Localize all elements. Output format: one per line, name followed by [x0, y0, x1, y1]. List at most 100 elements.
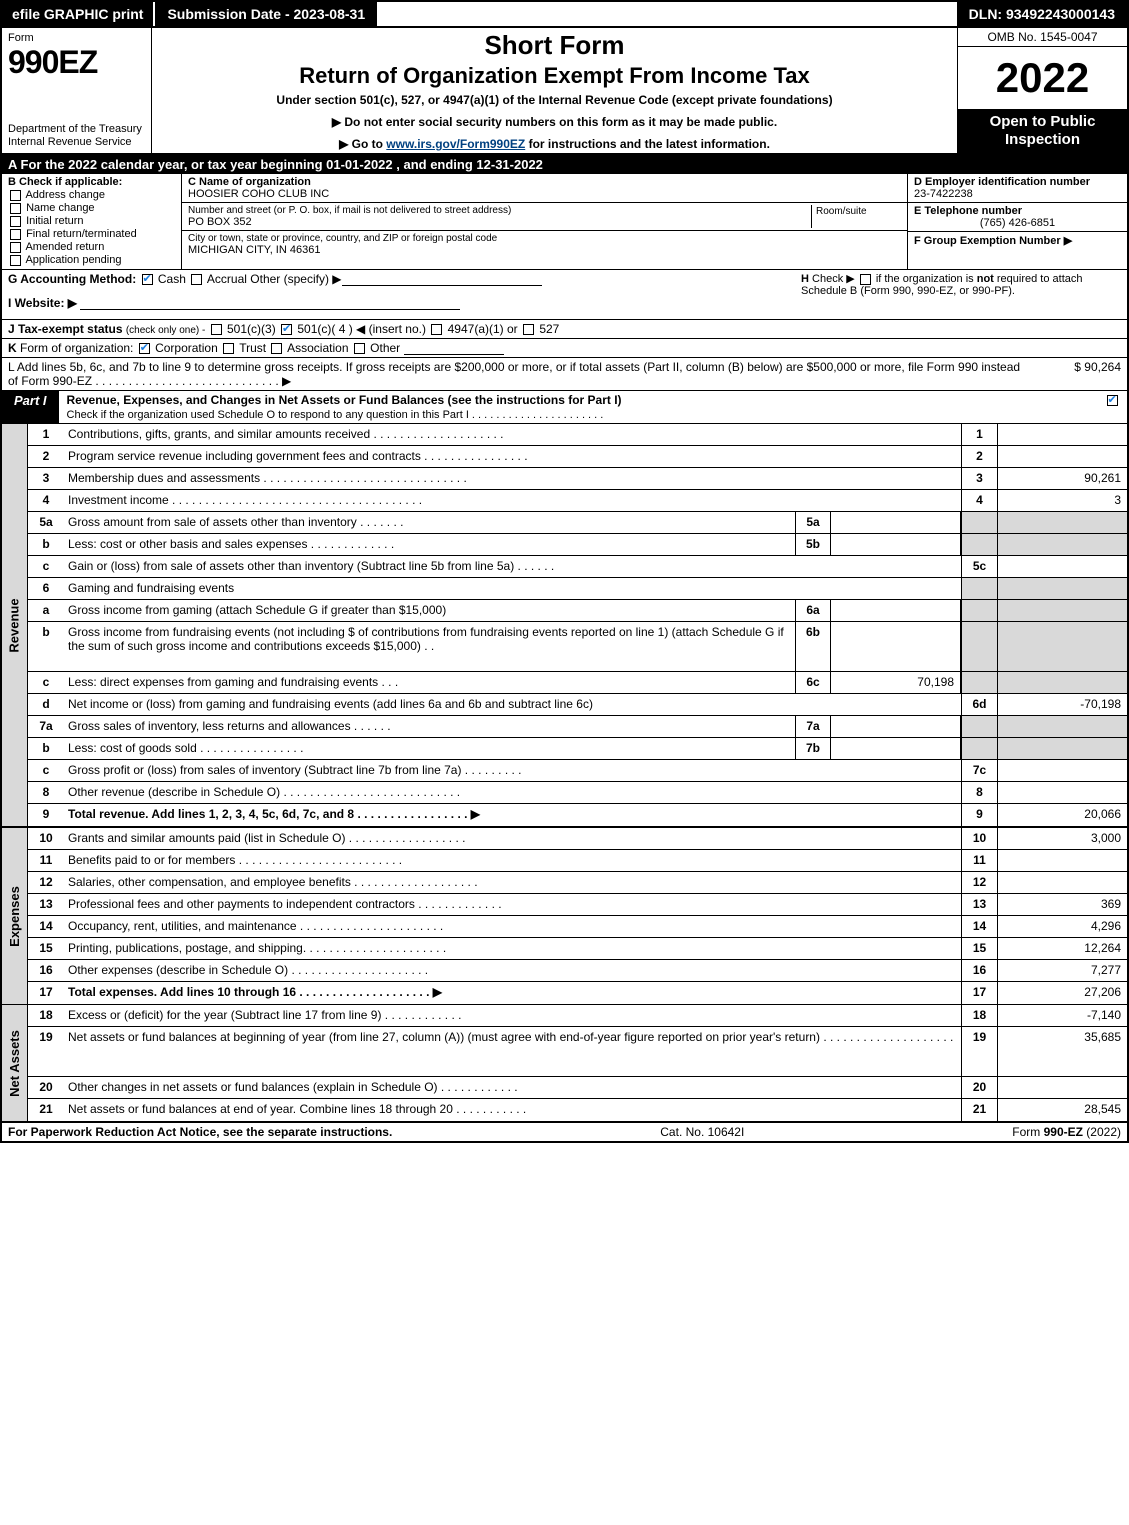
chk-amended-return[interactable]: Amended return: [8, 241, 175, 253]
chk-schedule-b[interactable]: [860, 274, 871, 285]
table-net-assets: Net Assets 18Excess or (deficit) for the…: [0, 1005, 1129, 1123]
website-line[interactable]: [80, 296, 460, 310]
column-value: [997, 872, 1127, 893]
chk-name-change[interactable]: Name change: [8, 202, 175, 214]
chk-trust[interactable]: [223, 343, 234, 354]
chk-corporation[interactable]: [139, 343, 150, 354]
line-number: 18: [28, 1005, 64, 1026]
chk-other-org[interactable]: [354, 343, 365, 354]
row-j: J Tax-exempt status (check only one) - 5…: [0, 320, 1129, 339]
table-row: 8Other revenue (describe in Schedule O) …: [28, 782, 1127, 804]
note-ssn: ▶ Do not enter social security numbers o…: [156, 115, 953, 129]
part1-schedule-o-check[interactable]: [1097, 391, 1127, 423]
line-number: 6: [28, 578, 64, 599]
table-row: 19Net assets or fund balances at beginni…: [28, 1027, 1127, 1077]
line-description: Professional fees and other payments to …: [64, 894, 961, 915]
line-description: Net assets or fund balances at end of ye…: [64, 1099, 961, 1121]
header-left: Form 990EZ Department of the Treasury In…: [2, 28, 152, 153]
column-value: [997, 512, 1127, 533]
dept-label: Department of the Treasury Internal Reve…: [8, 123, 145, 149]
line-description: Total revenue. Add lines 1, 2, 3, 4, 5c,…: [64, 804, 961, 826]
chk-4947[interactable]: [431, 324, 442, 335]
column-number: 15: [961, 938, 997, 959]
row-a-calendar-year: A For the 2022 calendar year, or tax yea…: [0, 155, 1129, 174]
opt-cash: Cash: [158, 272, 186, 286]
subline-value: 70,198: [831, 672, 961, 693]
line-description: Gross income from fundraising events (no…: [64, 622, 795, 671]
subline-value: [831, 738, 961, 759]
chk-initial-return[interactable]: Initial return: [8, 215, 175, 227]
line-description: Contributions, gifts, grants, and simila…: [64, 424, 961, 445]
submission-date: Submission Date - 2023-08-31: [155, 2, 377, 26]
subline-number: 5a: [795, 512, 831, 533]
chk-cash[interactable]: [142, 274, 153, 285]
row-k: K Form of organization: Corporation Trus…: [0, 339, 1129, 358]
subline-value: [831, 716, 961, 737]
column-number: 3: [961, 468, 997, 489]
ein-label: D Employer identification number: [914, 176, 1121, 188]
line-description: Other changes in net assets or fund bala…: [64, 1077, 961, 1098]
room-label: Room/suite: [816, 206, 867, 217]
column-number: 20: [961, 1077, 997, 1098]
column-value: [997, 556, 1127, 577]
line-number: 1: [28, 424, 64, 445]
line-number: 7a: [28, 716, 64, 737]
chk-association[interactable]: [271, 343, 282, 354]
other-org-line[interactable]: [404, 341, 504, 355]
chk-address-change[interactable]: Address change: [8, 189, 175, 201]
section-bcdef: B Check if applicable: Address change Na…: [0, 174, 1129, 270]
topbar-spacer: [377, 2, 957, 26]
column-value: 35,685: [997, 1027, 1127, 1076]
irs-link[interactable]: www.irs.gov/Form990EZ: [386, 137, 525, 151]
topbar: efile GRAPHIC print Submission Date - 20…: [0, 0, 1129, 28]
column-number: 13: [961, 894, 997, 915]
chk-accrual[interactable]: [191, 274, 202, 285]
line-description: Less: cost of goods sold . . . . . . . .…: [64, 738, 795, 759]
subline-number: 7a: [795, 716, 831, 737]
part1-header: Part I Revenue, Expenses, and Changes in…: [0, 391, 1129, 424]
column-number: 7c: [961, 760, 997, 781]
city-value: MICHIGAN CITY, IN 46361: [188, 244, 901, 256]
section-def: D Employer identification number 23-7422…: [907, 174, 1127, 269]
line-number: c: [28, 760, 64, 781]
subline-number: 6c: [795, 672, 831, 693]
line-description: Gain or (loss) from sale of assets other…: [64, 556, 961, 577]
efile-print-button[interactable]: efile GRAPHIC print: [2, 2, 155, 26]
column-value: [997, 716, 1127, 737]
section-h: H Check ▶ if the organization is not req…: [801, 272, 1121, 317]
table-row: cGain or (loss) from sale of assets othe…: [28, 556, 1127, 578]
table-row: 13Professional fees and other payments t…: [28, 894, 1127, 916]
chk-501c[interactable]: [281, 324, 292, 335]
line-description: Printing, publications, postage, and shi…: [64, 938, 961, 959]
note2-pre: ▶ Go to: [339, 137, 386, 151]
table-row: 5aGross amount from sale of assets other…: [28, 512, 1127, 534]
chk-application-pending[interactable]: Application pending: [8, 254, 175, 266]
table-row: 20Other changes in net assets or fund ba…: [28, 1077, 1127, 1099]
line-description: Other revenue (describe in Schedule O) .…: [64, 782, 961, 803]
table-row: bGross income from fundraising events (n…: [28, 622, 1127, 672]
line-description: Gaming and fundraising events: [64, 578, 961, 599]
street-label: Number and street (or P. O. box, if mail…: [188, 205, 805, 216]
other-specify-line[interactable]: [342, 272, 542, 286]
subline-number: 6b: [795, 622, 831, 671]
column-number: [961, 512, 997, 533]
chk-501c3[interactable]: [211, 324, 222, 335]
column-number: 6d: [961, 694, 997, 715]
subline-number: 7b: [795, 738, 831, 759]
line-number: d: [28, 694, 64, 715]
column-value: [997, 672, 1127, 693]
line-number: 8: [28, 782, 64, 803]
column-number: 1: [961, 424, 997, 445]
chk-527[interactable]: [523, 324, 534, 335]
form-number: 990EZ: [8, 44, 145, 81]
line-number: 12: [28, 872, 64, 893]
chk-final-return[interactable]: Final return/terminated: [8, 228, 175, 240]
column-value: 3,000: [997, 828, 1127, 849]
line-number: 13: [28, 894, 64, 915]
column-number: 17: [961, 982, 997, 1004]
opt-accrual: Accrual: [207, 272, 247, 286]
column-value: [997, 424, 1127, 445]
line-description: Investment income . . . . . . . . . . . …: [64, 490, 961, 511]
column-number: 12: [961, 872, 997, 893]
row-gh: G Accounting Method: Cash Accrual Other …: [0, 270, 1129, 320]
